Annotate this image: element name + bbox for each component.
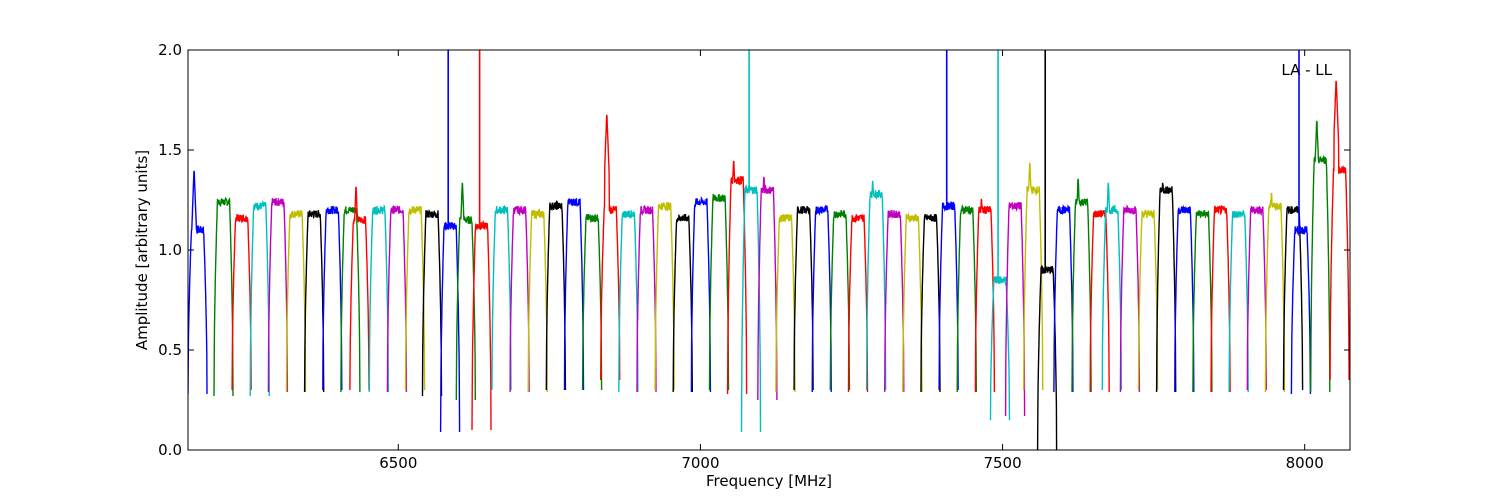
spectral-window-trace xyxy=(340,206,361,393)
spectral-window-trace xyxy=(708,194,730,391)
spectral-window-trace xyxy=(1329,80,1350,381)
spectral-window-trace xyxy=(956,204,977,393)
spectral-window-trace xyxy=(1174,204,1195,393)
spectral-window-trace xyxy=(1264,192,1286,393)
spectral-window-trace xyxy=(303,210,325,393)
spectral-window-trace xyxy=(322,205,343,391)
spectral-window-trace xyxy=(213,196,234,397)
spectral-window-trace xyxy=(974,198,996,393)
y-tick-label: 2.0 xyxy=(158,41,182,59)
baseline-annotation: LA - LL xyxy=(1281,61,1332,79)
spectral-window-trace xyxy=(757,176,778,401)
spectral-window-trace xyxy=(1089,210,1110,393)
spectral-window-trace xyxy=(1155,182,1177,393)
spectral-window-trace xyxy=(421,209,443,397)
spectral-window-trace xyxy=(740,184,762,433)
spectral-window-trace xyxy=(654,201,675,391)
spectral-window-trace xyxy=(811,204,832,393)
x-tick-label: 8000 xyxy=(1286,454,1324,472)
spectral-window-trace xyxy=(527,208,548,393)
series-layer xyxy=(188,50,1350,450)
spectral-window-trace xyxy=(829,210,851,391)
spectral-window-trace xyxy=(884,210,905,393)
axis-ticks: 6500 7000 7500 8000 0.0 0.5 1.0 1.5 2.0 xyxy=(158,41,1350,472)
x-axis-label: Frequency [MHz] xyxy=(706,472,832,490)
spectral-window-trace xyxy=(1310,120,1331,393)
spectral-window-trace xyxy=(920,213,941,393)
spectral-window-trace xyxy=(368,203,389,393)
y-tick-label: 0.5 xyxy=(158,341,182,359)
spectral-window-trace xyxy=(349,186,370,391)
spectral-window-trace xyxy=(690,196,712,393)
spectral-window-trace xyxy=(672,213,693,393)
x-tick-label: 6500 xyxy=(379,454,417,472)
spectral-window-trace xyxy=(1004,202,1026,417)
y-tick-label: 0.0 xyxy=(158,441,182,459)
spectral-window-trace xyxy=(386,205,408,393)
y-tick-label: 1.5 xyxy=(158,141,182,159)
spectral-window-trace xyxy=(231,214,252,391)
spectral-window-trace xyxy=(455,182,476,401)
y-axis-label: Amplitude [arbitrary units] xyxy=(133,150,151,350)
spectral-window-trace xyxy=(249,199,270,397)
spectral-window-trace xyxy=(1290,224,1312,395)
spectral-window-trace xyxy=(1137,208,1159,391)
spectral-window-trace xyxy=(847,213,869,393)
spectral-window-trace xyxy=(439,221,461,433)
spectral-window-trace xyxy=(563,197,585,391)
x-tick-label: 7000 xyxy=(681,454,719,472)
spectral-window-trace xyxy=(1071,178,1092,393)
spectral-window-trace xyxy=(188,170,208,395)
spectral-window-trace xyxy=(1119,204,1141,393)
spectral-window-trace xyxy=(471,219,492,431)
spectral-window-trace xyxy=(938,201,959,391)
spectral-window-trace xyxy=(1210,204,1231,393)
spectral-window-trace xyxy=(404,205,426,391)
spectral-window-trace xyxy=(1246,205,1267,391)
spectral-window-trace xyxy=(267,198,289,393)
spectral-window-trace xyxy=(902,211,923,393)
spectral-window-trace xyxy=(1192,209,1213,393)
x-tick-label: 7500 xyxy=(983,454,1021,472)
spectral-window-trace xyxy=(1228,210,1249,393)
spectral-window-trace xyxy=(1023,162,1044,391)
spectral-window-trace xyxy=(509,205,530,393)
spectral-window-trace xyxy=(600,114,621,381)
spectral-window-trace xyxy=(636,204,657,393)
spectral-window-trace xyxy=(1101,182,1122,391)
spectral-window-trace xyxy=(726,160,748,395)
spectral-window-trace xyxy=(618,210,639,393)
spectral-window-trace xyxy=(1036,264,1058,450)
spectral-window-trace xyxy=(285,210,307,393)
spectral-window-trace xyxy=(1053,204,1074,393)
y-tick-label: 1.0 xyxy=(158,241,182,259)
spectral-window-trace xyxy=(793,205,814,391)
spectral-window-trace xyxy=(545,199,567,391)
spectral-window-trace xyxy=(491,204,512,391)
spectral-window-trace xyxy=(581,213,603,391)
spectral-window-trace xyxy=(865,180,887,391)
spectral-window-trace xyxy=(775,213,796,393)
